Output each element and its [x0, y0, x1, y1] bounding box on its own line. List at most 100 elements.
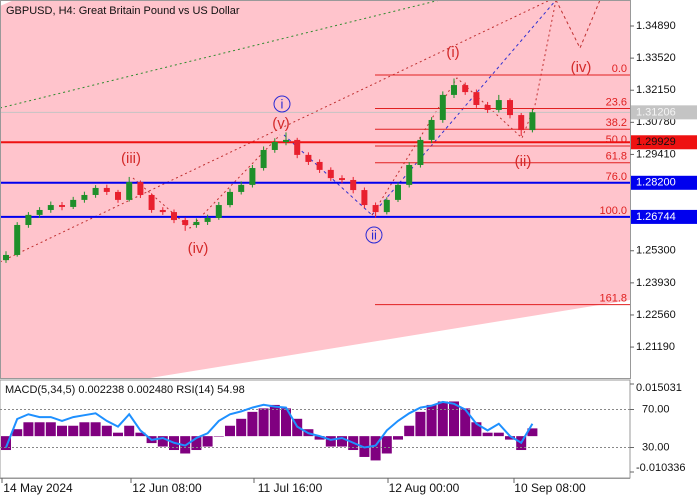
macd-bar	[124, 425, 135, 437]
macd-bar	[23, 422, 34, 437]
wave-circle	[365, 226, 383, 244]
macd-bar	[1, 436, 11, 451]
candle-body	[462, 85, 469, 93]
candle-body	[193, 221, 200, 225]
y2-tick-label: 30.00	[642, 441, 670, 453]
candle-body	[529, 112, 536, 131]
candle-body	[171, 212, 177, 221]
rsi-line	[5, 400, 534, 449]
price-label: 1.29929	[636, 136, 676, 148]
candle-body	[215, 205, 222, 218]
candle-body	[81, 194, 88, 200]
macd-bar	[449, 401, 459, 437]
y2-tick-label: 70.00	[642, 403, 670, 415]
wave-label: (i)	[446, 44, 459, 61]
macd-bar	[527, 428, 538, 437]
macd-bar	[337, 436, 347, 447]
candle-body	[316, 161, 323, 170]
y-tick-label: 1.29410	[636, 148, 676, 160]
macd-bar	[68, 425, 79, 437]
candle-body	[484, 104, 491, 110]
candle-body	[294, 139, 301, 155]
macd-bar	[325, 436, 336, 447]
candle-body	[137, 182, 144, 195]
candle-body	[518, 115, 525, 131]
macd-bar	[236, 418, 247, 437]
price-label-box	[631, 135, 697, 150]
candle-body	[271, 142, 278, 150]
price-label-box	[631, 105, 697, 120]
macd-bar	[90, 422, 101, 437]
macd-bar	[34, 422, 45, 437]
candle-body	[70, 199, 77, 207]
fib-label: 76.0	[606, 171, 627, 183]
candle-body	[47, 205, 54, 210]
fib-label: 61.8	[606, 151, 627, 163]
y-tick-label: 1.21190	[636, 341, 675, 353]
y-tick-label: -0.010336	[636, 462, 686, 474]
candle-body	[327, 169, 334, 179]
macd-bar	[269, 404, 280, 437]
candle-body	[36, 209, 43, 215]
channel-area	[0, 0, 14, 6]
candle-body	[395, 184, 401, 200]
candle-body	[372, 205, 379, 213]
candle-body	[182, 220, 189, 225]
candle-body	[428, 119, 435, 140]
candle-body	[361, 190, 368, 206]
macd-bar	[381, 436, 392, 454]
indicator-title: MACD(5,34,5) 0.002238 0.002480 RSI(14) 5…	[5, 384, 245, 396]
y-tick-label: 1.32150	[636, 84, 676, 96]
fib-label: 161.8	[599, 293, 627, 305]
price-label: 1.28200	[636, 177, 676, 189]
y-tick-label: 1.23930	[636, 277, 676, 289]
candle-body	[159, 209, 166, 213]
x-tick-label: 14 May 2024	[3, 481, 73, 495]
macd-bar	[202, 436, 213, 447]
candle-body	[126, 182, 133, 200]
candle-body	[451, 85, 457, 95]
macd-bar	[404, 425, 415, 437]
candle-body	[383, 199, 390, 213]
macd-bar	[314, 436, 325, 440]
x-tick-label: 12 Aug 00:00	[389, 481, 460, 495]
macd-bar	[415, 411, 426, 437]
fib-label: 38.2	[606, 117, 627, 129]
price-layer: 0.0 23.6 38.2 50.0 61.8 76.0 100.0 161.8 (iii) (i…	[0, 44, 630, 306]
macd-bar	[281, 408, 291, 437]
wave-line	[371, 0, 557, 216]
macd-bar	[493, 432, 504, 437]
wave-label: (iii)	[121, 150, 141, 167]
wave-label: (v)	[272, 115, 290, 132]
wave-label: (ii)	[515, 153, 532, 170]
candle-body	[227, 191, 233, 206]
macd-bar	[213, 436, 224, 437]
y-tick-label: 1.33520	[636, 52, 676, 64]
wave-label: (iv)	[188, 240, 209, 257]
chart-title: GBPUSD, H4: Great Britain Pound vs US Do…	[6, 5, 240, 17]
x-tick-label: 10 Sep 08:00	[514, 481, 586, 495]
macd-bar	[505, 436, 515, 440]
wave-line	[371, 0, 557, 216]
macd-bar	[437, 401, 448, 437]
price-label: 1.26744	[636, 211, 676, 223]
candle-body	[283, 139, 289, 143]
candle-body	[260, 149, 267, 169]
candle-body	[406, 164, 413, 185]
macd-bar	[225, 425, 235, 437]
candle-body	[473, 92, 480, 105]
candle-body	[305, 154, 312, 162]
price-label-box	[631, 175, 697, 190]
wave-label: ii	[371, 227, 377, 242]
trend-line	[0, 0, 551, 263]
wave-label: i	[281, 96, 284, 111]
candle-body	[238, 184, 245, 192]
fib-label: 50.0	[606, 134, 627, 146]
candle-body	[25, 214, 32, 225]
macd-bar	[191, 436, 202, 451]
macd-bar	[482, 432, 493, 437]
candle-body	[249, 168, 256, 185]
macd-bar	[460, 408, 471, 437]
candle-body	[92, 187, 99, 195]
